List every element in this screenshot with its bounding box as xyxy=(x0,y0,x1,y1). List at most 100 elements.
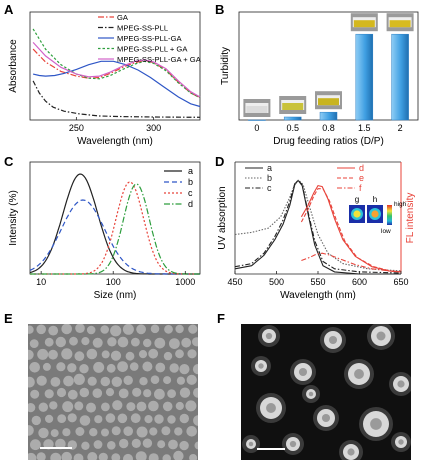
series-line-0 xyxy=(32,48,201,99)
nanoparticle xyxy=(161,426,171,436)
nanoparticle xyxy=(42,362,51,371)
x-tick-label-1: 500 xyxy=(269,277,284,287)
inset-label-h: h xyxy=(373,195,377,204)
legend-label-2: MPEG-SS-PLL-GA xyxy=(117,34,182,43)
nanoparticle xyxy=(73,373,85,385)
nanoparticle xyxy=(75,427,85,436)
nanoparticle xyxy=(148,400,159,412)
x-tick-label-0: 250 xyxy=(69,123,84,133)
nanoparticle xyxy=(48,349,58,360)
nanoparticle xyxy=(169,363,179,373)
panel-f: F xyxy=(213,310,423,464)
nanoparticle xyxy=(55,438,66,450)
nanoparticle xyxy=(50,429,59,438)
legend-label-1: b xyxy=(188,177,193,187)
nanoparticle xyxy=(119,438,129,449)
inset-colorbar xyxy=(387,205,392,225)
nanoparticle xyxy=(149,427,158,436)
nanoparticle xyxy=(163,376,172,385)
nanoparticle xyxy=(100,325,109,334)
legend-label-3: d xyxy=(359,163,364,173)
x-tick-label-0: 10 xyxy=(36,277,46,287)
x-axis-label: Size (nm) xyxy=(94,290,137,301)
nanoparticle xyxy=(38,402,48,412)
nanoparticle xyxy=(28,325,34,334)
legend-label-2: c xyxy=(267,183,272,193)
nanoparticle xyxy=(101,428,109,437)
x-tick-label-4: 650 xyxy=(393,277,408,287)
nanoparticle xyxy=(67,389,78,400)
legend-label-1: MPEG-SS-PLL xyxy=(117,24,168,33)
legend-label-3: d xyxy=(188,199,193,209)
x-tick-label-2: 0.8 xyxy=(322,123,335,133)
panel-letter-f: F xyxy=(217,311,225,326)
legend-label-3: MPEG-SS-PLL + GA xyxy=(117,45,188,54)
nanoparticle xyxy=(150,375,160,384)
nanoparticle xyxy=(164,324,173,334)
x-tick-label-0: 0 xyxy=(254,123,259,133)
nanoparticle xyxy=(176,376,185,385)
turbidity-chart: B 0 0.5 0.8 1.5 2 Drug feeding ratios (D/P) Tur… xyxy=(215,2,419,147)
nanoparticle xyxy=(29,339,39,348)
plot-frame xyxy=(29,11,201,121)
x-tick-label-2: 550 xyxy=(310,277,325,287)
absorbance-chart: A 250 300 Wavelength (nm) Absorbance GA MPEG-S… xyxy=(4,2,202,147)
series-line-1 xyxy=(32,80,201,118)
nanoparticle xyxy=(28,452,37,460)
series-line-3 xyxy=(30,183,200,275)
nanoparticle xyxy=(110,350,122,361)
nanoparticle xyxy=(74,351,85,362)
nanoparticle xyxy=(74,401,84,411)
nanoparticle xyxy=(67,413,77,423)
nanoparticle xyxy=(79,415,91,426)
nanoparticle xyxy=(148,453,159,460)
nanoparticle xyxy=(61,324,72,335)
nanoparticle xyxy=(30,389,40,399)
nanoparticle xyxy=(136,426,148,438)
panel-e: E xyxy=(0,310,210,464)
vial-photo-2 xyxy=(315,91,342,110)
nanoparticle xyxy=(148,348,159,359)
nanoparticle xyxy=(111,453,121,460)
nanoparticle xyxy=(100,376,111,387)
nanoparticle xyxy=(56,387,67,398)
nanoparticle xyxy=(36,452,46,460)
nanoparticle xyxy=(167,389,177,398)
nanoparticle xyxy=(168,439,178,450)
nanoparticle xyxy=(186,374,197,385)
nanoparticle xyxy=(150,324,160,334)
bar-4 xyxy=(391,33,409,121)
legend-label-0: a xyxy=(267,163,272,173)
nanoparticle-core xyxy=(289,440,297,448)
nanoparticle xyxy=(63,375,74,387)
x-tick-label-3: 1.5 xyxy=(358,123,371,133)
tem-particles-e xyxy=(28,324,198,460)
tem-particles-f xyxy=(241,324,411,460)
nanoparticle xyxy=(126,402,136,412)
nanoparticle-core xyxy=(248,441,254,447)
x-axis-label: Drug feeding ratios (D/P) xyxy=(273,136,384,147)
y-axis-label: Intensity (%) xyxy=(8,190,19,246)
nanoparticle xyxy=(142,361,153,372)
nanoparticle xyxy=(92,337,103,348)
nanoparticle xyxy=(123,453,133,460)
vial-photo-1 xyxy=(279,96,307,114)
nanoparticle xyxy=(179,364,190,375)
nanoparticle xyxy=(50,377,61,387)
x-tick-label-1: 300 xyxy=(146,123,161,133)
nanoparticle-core xyxy=(376,331,386,341)
nanoparticle xyxy=(87,376,97,386)
nanoparticle xyxy=(117,361,128,372)
legend-label-4: e xyxy=(359,173,364,183)
nanoparticle xyxy=(49,401,58,410)
nanoparticle xyxy=(194,441,198,450)
nanoparticle-core xyxy=(321,413,331,423)
nanoparticle xyxy=(89,428,98,437)
vial-photo-3 xyxy=(350,13,378,32)
nanoparticle xyxy=(36,324,46,335)
nanoparticle xyxy=(69,336,78,346)
inset-label-g: g xyxy=(355,195,359,204)
nanoparticle xyxy=(154,337,166,349)
series-line-1 xyxy=(234,179,402,272)
nanoparticle xyxy=(192,337,198,347)
